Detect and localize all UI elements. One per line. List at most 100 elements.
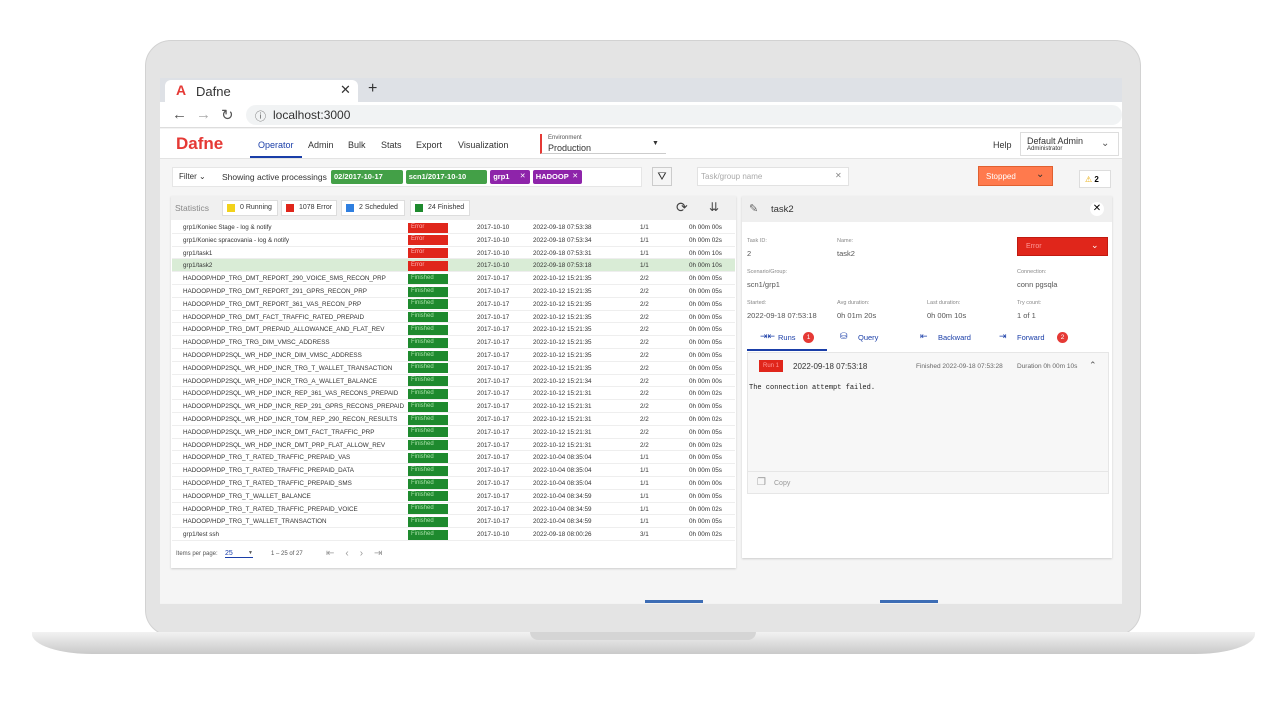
state-select[interactable]: [978, 166, 1053, 186]
status-badge: Finished: [408, 529, 448, 540]
cell: 0h 00m 00s: [689, 224, 722, 231]
cell: 2/2: [640, 364, 649, 372]
page-size[interactable]: 25 ▼: [225, 550, 253, 558]
table-row[interactable]: [172, 439, 735, 452]
nav-tab[interactable]: Operator: [258, 140, 294, 150]
clear-search[interactable]: ✕: [835, 171, 842, 180]
field-label: Connection:: [1017, 269, 1047, 275]
detail-tab[interactable]: Forward: [1017, 333, 1045, 342]
status-badge: Finished: [408, 324, 448, 335]
field-value: task2: [837, 249, 855, 258]
cell: 2022-10-04 08:34:59: [533, 492, 592, 500]
status-select[interactable]: [1017, 237, 1108, 256]
cell: 2017-10-17: [477, 416, 510, 423]
new-tab[interactable]: +: [368, 80, 378, 97]
table-row[interactable]: [172, 259, 735, 273]
nav-tab[interactable]: Bulk: [348, 140, 366, 150]
browser-tab[interactable]: [165, 80, 358, 102]
table-row[interactable]: [172, 311, 735, 324]
table-row[interactable]: [172, 528, 735, 541]
table-row[interactable]: [172, 464, 735, 477]
table-row[interactable]: [172, 272, 735, 285]
forward[interactable]: →: [196, 106, 211, 123]
table-row[interactable]: [172, 221, 735, 234]
environment-select[interactable]: [540, 134, 666, 154]
nav-tab[interactable]: Stats: [381, 140, 402, 150]
table-row[interactable]: [172, 247, 735, 260]
cell: 2022-09-18 07:53:38: [533, 224, 592, 231]
refresh[interactable]: ⟳: [676, 199, 688, 215]
table-row[interactable]: [172, 362, 735, 375]
cell: 3/1: [640, 531, 649, 539]
state-value: Stopped: [986, 172, 1016, 181]
reload[interactable]: ↻: [221, 107, 234, 124]
table-row[interactable]: [172, 451, 735, 465]
statistic-dot: [346, 204, 354, 212]
filter-chip[interactable]: [532, 170, 583, 184]
filter-button[interactable]: Filter ⌄: [179, 172, 206, 181]
laptop-notch: [530, 632, 756, 640]
cell: 0h 00m 05s: [689, 467, 722, 475]
table-row[interactable]: [172, 477, 735, 490]
table-row[interactable]: [172, 336, 735, 349]
detail-title: task2: [771, 204, 794, 215]
filter-chip[interactable]: [405, 170, 488, 184]
tab-icon[interactable]: ⛁: [840, 331, 848, 341]
copy-icon[interactable]: ❐: [757, 477, 766, 488]
help[interactable]: Help: [993, 140, 1012, 150]
table-row[interactable]: [172, 298, 735, 311]
table-row[interactable]: [172, 387, 735, 401]
nav-tab[interactable]: Admin: [308, 140, 334, 150]
chip-remove[interactable]: ✕: [519, 173, 526, 180]
table-row[interactable]: [172, 234, 735, 247]
edit-icon[interactable]: ✎: [749, 203, 759, 215]
statistic-label: 1078 Error: [299, 204, 333, 211]
detail-tab[interactable]: Query: [858, 333, 879, 342]
table-row[interactable]: [172, 400, 735, 413]
table-row[interactable]: [172, 375, 735, 388]
table-row[interactable]: [172, 285, 735, 298]
search-input[interactable]: [697, 167, 849, 186]
nav-tab[interactable]: Export: [416, 140, 443, 150]
tab-icon[interactable]: ⇤: [920, 331, 928, 341]
tab-icon[interactable]: ⇥⇤: [760, 331, 776, 341]
chip-remove[interactable]: ✕: [572, 173, 579, 180]
tab-icon[interactable]: ⇥: [999, 331, 1007, 341]
filter-chip[interactable]: [331, 170, 403, 184]
collapse[interactable]: ⌃: [1089, 360, 1097, 370]
back[interactable]: ←: [172, 106, 187, 123]
sort[interactable]: ⇊: [709, 200, 720, 214]
table-row[interactable]: [172, 426, 735, 439]
cell: 2017-10-17: [477, 275, 510, 283]
detail-tab[interactable]: Runs: [778, 333, 796, 342]
address-bar[interactable]: [246, 105, 1122, 125]
status-badge: Finished: [408, 337, 448, 348]
cell: 0h 00m 02s: [689, 441, 722, 449]
cell: 2022-10-12 15:21:35: [533, 288, 592, 295]
table-row[interactable]: [172, 503, 735, 516]
cell: 2022-10-12 15:21:31: [533, 416, 592, 423]
filter-icon[interactable]: ⛛: [652, 167, 672, 186]
user-menu[interactable]: [1020, 132, 1119, 156]
pager-buttons[interactable]: ⇤‹›⇥: [326, 548, 394, 559]
cell: 1/1: [640, 505, 649, 513]
filter-chip[interactable]: [490, 170, 530, 184]
task-panel: [171, 196, 736, 568]
nav-tab[interactable]: Visualization: [458, 140, 509, 150]
table-row[interactable]: [172, 323, 735, 337]
user-role: Administrator: [1027, 146, 1063, 152]
tab-close[interactable]: ✕: [340, 82, 351, 97]
warnings[interactable]: ⚠ 2: [1079, 170, 1111, 188]
table-row[interactable]: [172, 349, 735, 362]
detail-tab[interactable]: Backward: [938, 333, 971, 342]
copy-label[interactable]: Copy: [774, 480, 791, 487]
status-badge: Finished: [408, 299, 448, 310]
cell: grp1/task1: [183, 249, 213, 257]
table-row[interactable]: [172, 413, 735, 426]
table-row[interactable]: [172, 490, 735, 503]
table-row[interactable]: [172, 515, 735, 529]
close-detail[interactable]: ✕: [1090, 202, 1104, 216]
cell: 2017-10-17: [477, 505, 510, 513]
cell: HADOOP/HDP_TRG_T_RATED_TRAFFIC_PREPAID_V…: [183, 505, 358, 513]
status-badge: Finished: [408, 465, 448, 476]
